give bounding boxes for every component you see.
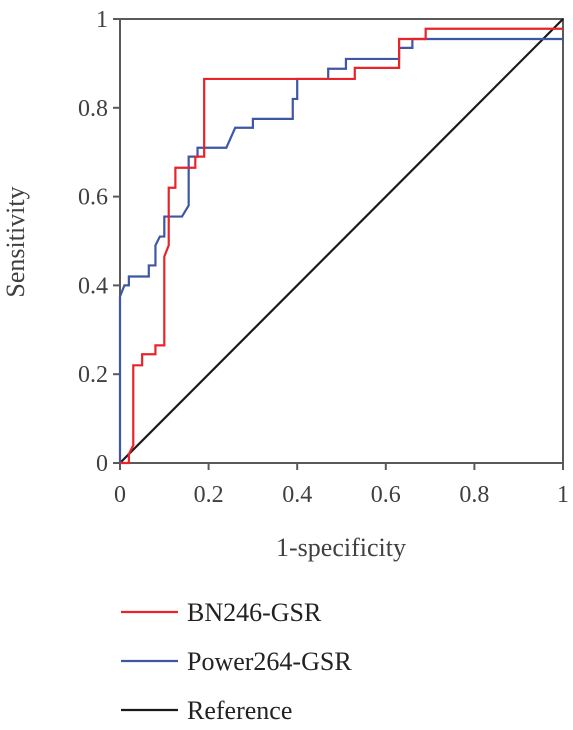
legend-label: Power264-GSR: [187, 647, 352, 676]
y-tick-label: 1: [96, 7, 108, 33]
series-lines: [118, 18, 564, 465]
y-tick-label: 0: [96, 451, 108, 477]
series-line-reference: [119, 18, 564, 464]
x-tick-label: 0.2: [194, 482, 224, 508]
legend-label: Reference: [187, 696, 292, 725]
x-tick-label: 0.8: [459, 482, 489, 508]
axis-ticks: 0 0.2 0.4 0.6 0.8 1 0 0.2 0.4 0.6 0.8 1: [78, 7, 569, 508]
y-tick-label: 0.2: [78, 362, 108, 388]
x-tick-label: 1: [557, 482, 569, 508]
x-tick-label: 0: [114, 482, 126, 508]
legend: BN246-GSR Power264-GSR Reference: [121, 598, 352, 725]
legend-label: BN246-GSR: [187, 598, 322, 627]
y-tick-label: 0.6: [78, 185, 108, 211]
y-axis-title: Sensitivity: [1, 186, 30, 297]
x-axis-title: 1-specificity: [276, 533, 406, 562]
y-tick-label: 0.8: [78, 96, 108, 122]
x-tick-label: 0.6: [371, 482, 401, 508]
plot-border: [119, 18, 564, 464]
series-line-bn246-gsr: [120, 27, 563, 465]
x-tick-label: 0.4: [282, 482, 312, 508]
series-line-power264-gsr: [118, 37, 563, 463]
y-tick-label: 0.4: [78, 273, 108, 299]
plot-frame: [119, 18, 564, 464]
